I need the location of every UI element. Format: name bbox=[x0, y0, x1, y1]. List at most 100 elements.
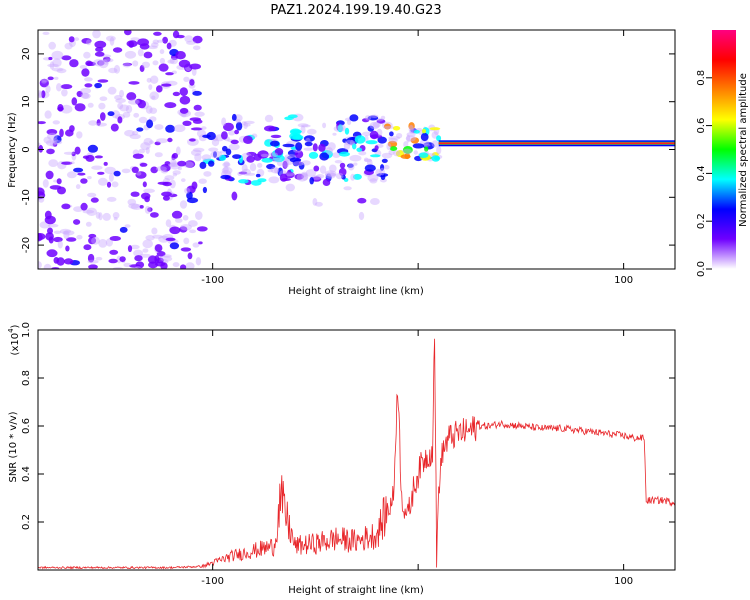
heatmap-cell bbox=[284, 154, 296, 158]
heatmap-cell bbox=[326, 147, 333, 156]
heatmap-cell bbox=[308, 151, 319, 159]
heatmap-cell bbox=[210, 150, 223, 159]
heatmap-cell bbox=[112, 212, 120, 219]
heatmap-cell bbox=[206, 131, 216, 141]
heatmap-cell bbox=[381, 152, 393, 159]
heatmap-cell bbox=[319, 165, 327, 174]
heatmap-cell bbox=[292, 133, 302, 140]
heatmap-cell bbox=[87, 259, 99, 264]
heatmap-cell bbox=[160, 164, 171, 172]
heatmap-cell bbox=[112, 47, 123, 53]
heatmap-cell bbox=[91, 236, 100, 245]
heatmap-cell bbox=[162, 254, 172, 258]
heatmap-x-tick-label: 100 bbox=[614, 275, 633, 286]
heatmap-cell bbox=[369, 121, 380, 130]
heatmap-cell bbox=[344, 139, 356, 146]
heatmap-cell bbox=[152, 60, 159, 66]
heatmap-cell bbox=[80, 92, 90, 99]
heatmap-cell bbox=[235, 119, 241, 124]
heatmap-cell bbox=[151, 95, 156, 100]
heatmap-cell bbox=[159, 57, 165, 65]
heatmap-cell bbox=[87, 144, 98, 153]
heatmap-cell bbox=[303, 147, 314, 151]
heatmap-cell bbox=[343, 186, 352, 191]
heatmap-cell bbox=[159, 49, 165, 55]
heatmap-cell bbox=[85, 221, 92, 227]
heatmap-cell bbox=[63, 258, 74, 265]
heatmap-cell bbox=[63, 230, 70, 240]
heatmap-cell bbox=[182, 120, 192, 127]
snr-plot-area bbox=[38, 338, 675, 570]
heatmap-cell bbox=[358, 151, 367, 156]
heatmap-cell bbox=[133, 249, 144, 257]
heatmap-cell bbox=[324, 172, 336, 179]
heatmap-cell bbox=[153, 31, 162, 36]
snr-x-tick-label: 100 bbox=[614, 576, 633, 587]
snr-scale-prefix: (x10 bbox=[10, 333, 21, 356]
heatmap-cell bbox=[388, 137, 398, 143]
heatmap-cell bbox=[92, 59, 105, 67]
heatmap-cell bbox=[189, 63, 202, 70]
heatmap-cell bbox=[47, 63, 59, 68]
heatmap-cell bbox=[370, 198, 380, 205]
heatmap-cell bbox=[357, 197, 367, 204]
heatmap-cell bbox=[298, 162, 305, 170]
heatmap-cell bbox=[41, 80, 47, 84]
heatmap-cell bbox=[113, 170, 121, 177]
heatmap-cell bbox=[303, 135, 315, 142]
heatmap-cell bbox=[57, 106, 64, 112]
heatmap-cell bbox=[179, 87, 188, 97]
heatmap-cell bbox=[49, 61, 55, 70]
heatmap-cell bbox=[222, 162, 231, 168]
heatmap-cell bbox=[142, 239, 153, 249]
heatmap-cell bbox=[150, 166, 158, 174]
heatmap-cell bbox=[42, 31, 50, 35]
heatmap-cell bbox=[47, 223, 59, 228]
heatmap-cell bbox=[387, 140, 398, 148]
heatmap-cell bbox=[131, 166, 139, 173]
heatmap-cell bbox=[192, 147, 205, 153]
heatmap-cell bbox=[183, 237, 190, 245]
heatmap-cell bbox=[135, 261, 145, 269]
heatmap-cell bbox=[119, 256, 126, 262]
heatmap-cell bbox=[75, 184, 81, 190]
heatmap-cell bbox=[140, 142, 151, 151]
heatmap-cell bbox=[334, 160, 343, 164]
heatmap-cell bbox=[208, 147, 219, 152]
heatmap-cell bbox=[192, 90, 202, 96]
colorbar-tick-label: 0.0 bbox=[696, 261, 707, 277]
heatmap-y-tick-label: 0 bbox=[21, 146, 32, 152]
heatmap-cell bbox=[208, 160, 215, 167]
heatmap-cell bbox=[79, 65, 87, 69]
heatmap-cell bbox=[127, 99, 140, 105]
heatmap-cell bbox=[179, 200, 188, 209]
heatmap-cell bbox=[270, 140, 280, 147]
heatmap-cell bbox=[192, 35, 203, 44]
heatmap-cell bbox=[194, 153, 202, 162]
heatmap-cell bbox=[185, 262, 195, 269]
heatmap-cell bbox=[137, 48, 144, 57]
heatmap-cell bbox=[374, 145, 379, 151]
heatmap-cell bbox=[128, 203, 140, 209]
heatmap-cell bbox=[196, 226, 208, 232]
heatmap-cell bbox=[296, 172, 308, 182]
snr-y-tick-label: 0.6 bbox=[21, 418, 32, 434]
heatmap-cell bbox=[172, 170, 181, 175]
heatmap-cell bbox=[151, 227, 158, 235]
heatmap-cell bbox=[99, 96, 108, 101]
heatmap-cell bbox=[369, 130, 379, 140]
heatmap-cell bbox=[146, 119, 154, 129]
heatmap-cell bbox=[144, 196, 150, 203]
heatmap-cell bbox=[257, 150, 269, 159]
heatmap-cell bbox=[388, 149, 395, 156]
heatmap-cell bbox=[170, 157, 177, 167]
heatmap-cell bbox=[189, 229, 197, 234]
heatmap-cell bbox=[162, 195, 170, 201]
heatmap-cell bbox=[195, 257, 202, 266]
heatmap-cell bbox=[404, 152, 411, 160]
heatmap-cell bbox=[65, 245, 70, 252]
heatmap-cell bbox=[81, 93, 91, 99]
heatmap-cell bbox=[282, 143, 295, 148]
